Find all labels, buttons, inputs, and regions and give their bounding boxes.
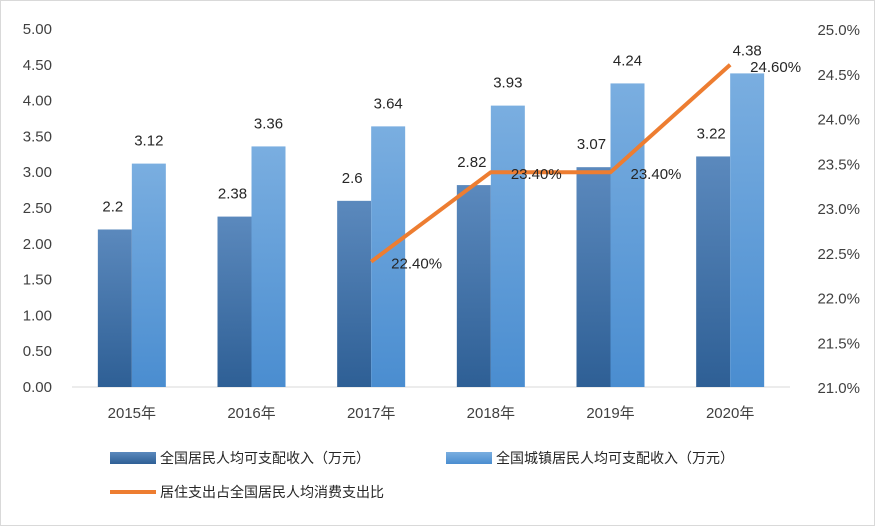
bar-data-label: 3.12 bbox=[134, 133, 163, 150]
line-path bbox=[369, 63, 732, 264]
bar bbox=[730, 73, 765, 387]
left-axis-tick-label: 3.50 bbox=[23, 128, 52, 145]
left-axis-tick-label: 1.50 bbox=[23, 272, 52, 289]
bar-data-label: 4.24 bbox=[613, 52, 642, 69]
line-data-label: 23.40% bbox=[631, 166, 682, 183]
right-axis-tick-label: 24.0% bbox=[817, 112, 860, 129]
bar-data-label: 3.36 bbox=[254, 115, 283, 132]
x-axis-tick-label: 2017年 bbox=[347, 405, 395, 422]
bar bbox=[251, 146, 286, 387]
left-axis-tick-label: 3.00 bbox=[23, 164, 52, 181]
bar bbox=[131, 163, 166, 387]
right-axis-tick-labels: 21.0% 21.5% 22.0% 22.5% 23.0% 23.5% 24.0% 24.5%… bbox=[817, 22, 860, 397]
right-axis-tick-label: 23.5% bbox=[817, 156, 860, 173]
right-axis-tick-label: 21.5% bbox=[817, 335, 860, 352]
bar bbox=[576, 167, 611, 387]
x-axis-tick-labels: 2015年 2016年 2017年 2018年 2019年 2020年 bbox=[108, 405, 755, 422]
left-axis-tick-label: 5.00 bbox=[23, 21, 52, 38]
bar bbox=[610, 83, 645, 387]
x-axis-tick-label: 2019年 bbox=[586, 405, 634, 422]
line-data-label: 24.60% bbox=[750, 59, 801, 76]
legend-label: 全国居民人均可支配收入（万元） bbox=[160, 450, 370, 467]
left-axis-tick-label: 2.00 bbox=[23, 236, 52, 253]
right-axis-tick-label: 21.0% bbox=[817, 380, 860, 397]
bar-data-label: 2.2 bbox=[102, 198, 123, 215]
legend-swatch bbox=[446, 452, 492, 464]
left-axis-tick-label: 0.00 bbox=[23, 379, 52, 396]
right-axis-tick-label: 24.5% bbox=[817, 67, 860, 84]
bar bbox=[696, 156, 731, 387]
line-data-label: 22.40% bbox=[391, 256, 442, 273]
left-axis-tick-label: 4.00 bbox=[23, 93, 52, 110]
bar-data-label: 2.82 bbox=[457, 154, 486, 171]
bar-series: 2.2 2.38 2.6 2.82 3.07 3.22 3.12 3.36 3.64 3.93 4.… bbox=[97, 42, 765, 387]
left-axis-tick-labels: 0.00 0.50 1.00 1.50 2.00 2.50 3.00 3.50 4.00 4.50… bbox=[23, 21, 52, 396]
bar-data-label: 4.38 bbox=[733, 42, 762, 59]
right-axis-tick-label: 22.5% bbox=[817, 246, 860, 263]
right-axis-tick-label: 23.0% bbox=[817, 201, 860, 218]
legend-label: 居住支出占全国居民人均消费支出比 bbox=[160, 484, 384, 501]
x-axis-tick-label: 2015年 bbox=[108, 405, 156, 422]
legend-swatch bbox=[110, 452, 156, 464]
x-axis-tick-label: 2020年 bbox=[706, 405, 754, 422]
bar-data-label: 3.07 bbox=[577, 136, 606, 153]
bar-data-label: 3.22 bbox=[697, 125, 726, 142]
left-axis-tick-label: 4.50 bbox=[23, 57, 52, 74]
bar bbox=[217, 216, 252, 387]
bar bbox=[456, 185, 491, 387]
bar-data-label: 2.6 bbox=[342, 170, 363, 187]
bar bbox=[490, 105, 525, 387]
bar-data-label: 3.93 bbox=[493, 75, 522, 92]
bar bbox=[337, 200, 372, 387]
bar bbox=[97, 229, 132, 387]
right-axis-tick-label: 22.0% bbox=[817, 291, 860, 308]
bar-data-label: 2.38 bbox=[218, 186, 247, 203]
left-axis-tick-label: 1.00 bbox=[23, 307, 52, 324]
right-axis-tick-label: 25.0% bbox=[817, 22, 860, 39]
line-data-label: 23.40% bbox=[511, 166, 562, 183]
legend-label: 全国城镇居民人均可支配收入（万元） bbox=[496, 450, 734, 467]
x-axis-tick-label: 2018年 bbox=[467, 405, 515, 422]
x-axis-tick-label: 2016年 bbox=[227, 405, 275, 422]
left-axis-tick-label: 2.50 bbox=[23, 200, 52, 217]
legend: 全国居民人均可支配收入（万元） 全国城镇居民人均可支配收入（万元） 居住支出占全国居… bbox=[110, 450, 734, 501]
bar-data-label: 3.64 bbox=[374, 95, 403, 112]
line-series: 22.40% 23.40% 23.40% 24.60% bbox=[369, 59, 801, 273]
left-axis-tick-label: 0.50 bbox=[23, 343, 52, 360]
